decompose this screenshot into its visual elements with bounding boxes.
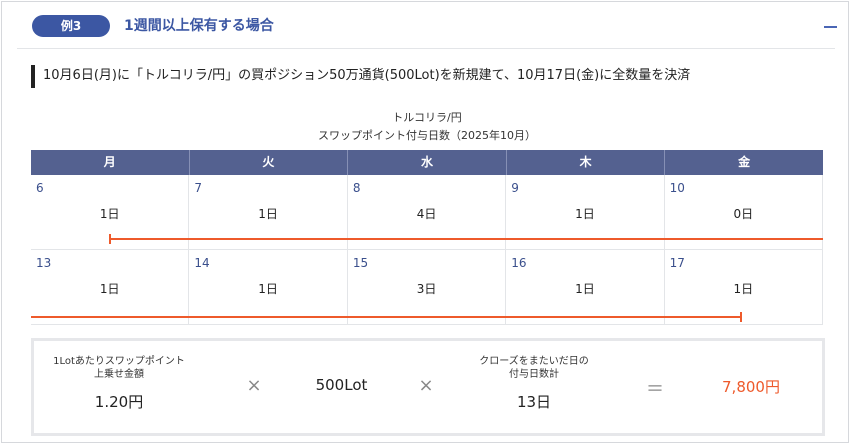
description-marker: [31, 65, 35, 88]
calendar-day: 6 1日: [31, 175, 190, 249]
holding-period-line: [31, 316, 742, 318]
day-date: 10: [669, 181, 685, 195]
weekday-wed: 水: [348, 150, 507, 175]
weekday-tue: 火: [190, 150, 349, 175]
day-date: 6: [36, 181, 44, 195]
swap-per-lot-label: 1Lotあたりスワップポイント 上乗せ金額: [44, 355, 194, 381]
weekday-mon: 月: [31, 150, 190, 175]
day-date: 8: [352, 181, 361, 195]
swap-days-label-line2: 付与日数計: [509, 369, 559, 380]
calendar-day: 7 1日: [189, 175, 348, 249]
scenario-description: 10月6日(月)に「トルコリラ/円」の買ポジション50万通貨(500Lot)を新…: [43, 68, 691, 83]
lot-value: 500Lot: [315, 376, 368, 394]
day-swap-count: 4日: [416, 207, 437, 221]
calendar-day: 17 1日: [665, 250, 824, 324]
calendar-week: 13 1日 14 1日 15 3日 16 1日 17 1日: [31, 250, 824, 325]
day-date: 9: [511, 181, 519, 195]
day-swap-count: 1日: [258, 282, 278, 296]
minus-icon[interactable]: [823, 15, 839, 37]
multiply-sign: ×: [246, 375, 262, 396]
swap-days-label-line1: クローズをまたいだ日の: [479, 356, 589, 367]
calendar-day: 8 4日: [348, 175, 507, 249]
day-date: 14: [194, 256, 210, 270]
calendar-day: 10 0日: [665, 175, 824, 249]
day-swap-count: 1日: [575, 282, 595, 296]
day-date: 15: [352, 256, 369, 270]
equals-sign: ＝: [646, 379, 664, 400]
day-swap-count: 1日: [258, 207, 278, 221]
day-date: 13: [36, 256, 52, 270]
day-date: 17: [669, 256, 685, 270]
calendar-day: 14 1日: [189, 250, 348, 324]
day-swap-count: 1日: [575, 207, 595, 221]
day-swap-count: 1日: [99, 207, 120, 221]
swap-calendar: 月 火 水 木 金 6 1日 7 1日 8 4日 9 1日: [31, 150, 824, 325]
day-date: 7: [194, 181, 203, 195]
day-swap-count: 1日: [733, 282, 754, 296]
swap-per-lot-label-line1: 1Lotあたりスワップポイント: [53, 356, 185, 367]
swap-calculation-box: 1Lotあたりスワップポイント 上乗せ金額 1.20円 × 500Lot × ク…: [31, 338, 825, 436]
calendar-day: 13 1日: [31, 250, 190, 324]
weekday-thu: 木: [507, 150, 666, 175]
holding-period-line: [110, 238, 823, 240]
day-swap-count: 3日: [416, 282, 437, 296]
holding-start-marker: [109, 234, 111, 244]
swap-days-label: クローズをまたいだ日の 付与日数計: [459, 355, 609, 381]
calendar-week: 6 1日 7 1日 8 4日 9 1日 10 0日: [31, 175, 824, 250]
calendar-day: 15 3日: [348, 250, 507, 324]
day-swap-count: 1日: [99, 282, 120, 296]
panel-header[interactable]: 例3 1週間以上保有する場合: [17, 2, 837, 49]
calendar-title: トルコリラ/円: [392, 111, 462, 124]
calendar-day: 9 1日: [506, 175, 665, 249]
panel-title: 1週間以上保有する場合: [124, 18, 274, 34]
example-badge: 例3: [32, 15, 110, 37]
swap-days-value: 13日: [516, 393, 552, 411]
swap-per-lot-value: 1.20円: [94, 393, 144, 411]
calendar-day: 16 1日: [506, 250, 665, 324]
calendar-subtitle: スワップポイント付与日数（2025年10月）: [318, 129, 536, 142]
swap-per-lot-label-line2: 上乗せ金額: [94, 369, 144, 380]
calendar-weekday-header: 月 火 水 木 金: [31, 150, 823, 175]
day-date: 16: [511, 256, 527, 270]
swap-total-result: 7,800円: [722, 378, 780, 396]
day-swap-count: 0日: [733, 207, 754, 221]
holding-end-marker: [740, 312, 742, 322]
weekday-fri: 金: [738, 155, 751, 169]
multiply-sign: ×: [418, 375, 434, 396]
